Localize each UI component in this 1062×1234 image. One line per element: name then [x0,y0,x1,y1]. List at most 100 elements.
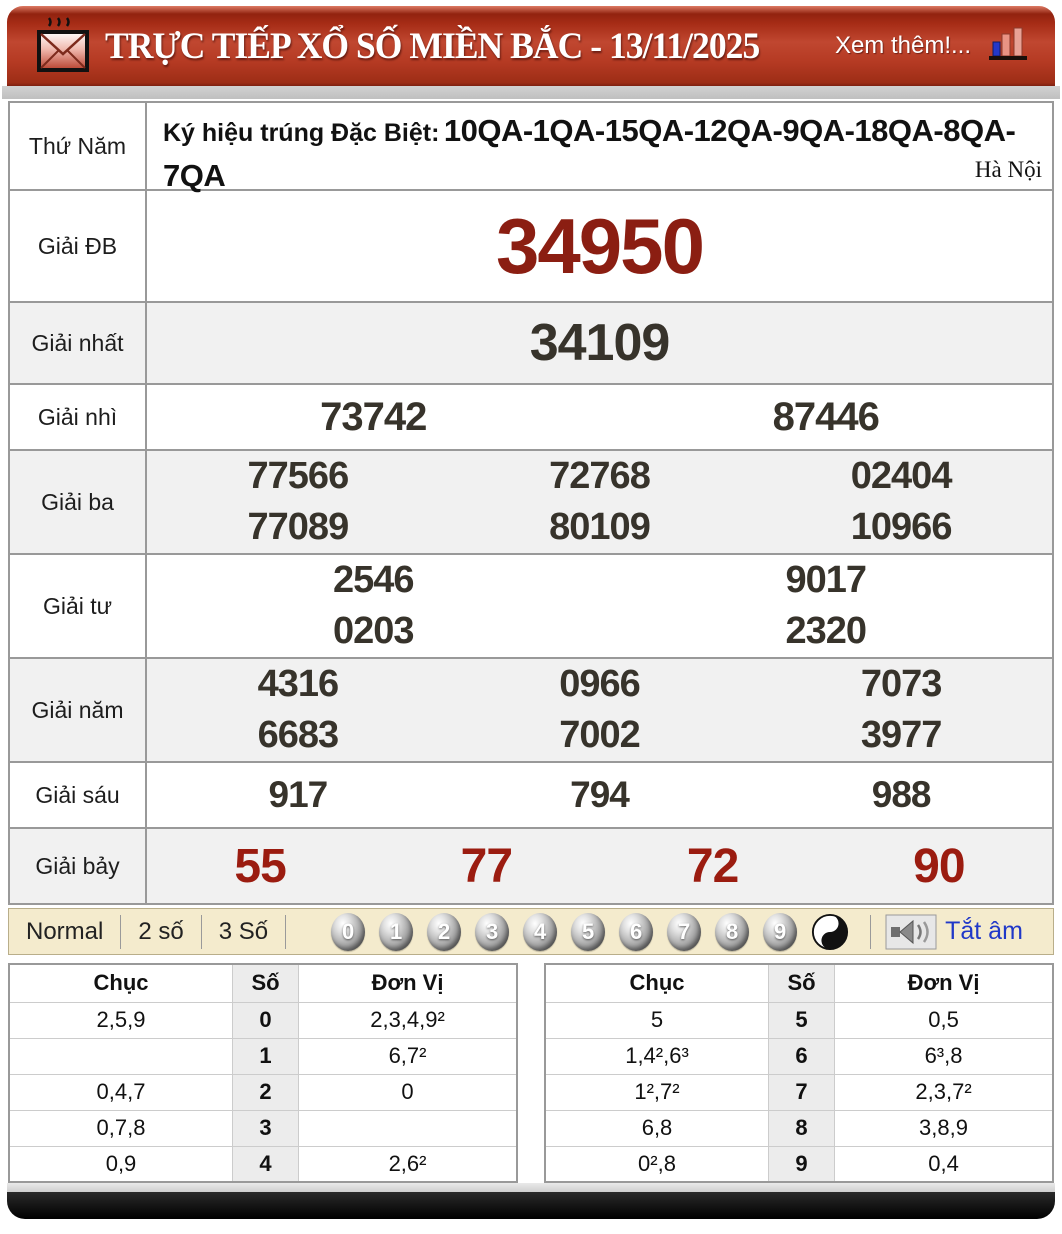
prize-label: Giải sáu [10,763,147,827]
prize-value: 9017 [785,559,867,601]
column-header-chuc: Chục [8,963,234,1003]
column-header-so: Số [768,963,836,1003]
table-row: 2,5,9 0 2,3,4,9² [8,1001,518,1039]
prize-label: Giải ĐB [10,191,147,301]
footer-black-bar [7,1192,1055,1219]
digit-ball-1[interactable]: 1 [379,912,414,951]
cell-donvi: 2,6² [298,1145,518,1183]
speaker-icon [885,914,937,949]
prize-label: Giải nhì [10,385,147,449]
stats-table-right: Chục Số Đơn Vị 5 5 0,5 1,4²,6³ 6 6³,8 1²… [544,963,1054,1183]
prize-row-fifth: Giải năm 4316 0966 7073 6683 7002 3977 [10,657,1052,761]
column-header-donvi: Đơn Vị [834,963,1054,1003]
prize-value: 34950 [496,201,705,290]
table-row: 0,4,7 2 0 [8,1073,518,1111]
digit-ball-group: 0 1 2 3 4 5 6 7 8 9 [324,912,856,951]
prize-value: 72768 [549,455,651,497]
digit-ball-6[interactable]: 6 [619,912,654,951]
footer-light-strip [7,1183,1055,1192]
cell-donvi: 6,7² [298,1037,518,1075]
digit-ball-8[interactable]: 8 [715,912,750,951]
table-row: 0²,8 9 0,4 [544,1145,1054,1183]
draw-info-row: Thứ Năm Ký hiệu trúng Đặc Biệt: 10QA-1QA… [10,103,1052,193]
cell-chuc: 0²,8 [544,1145,770,1183]
cell-so: 4 [232,1145,300,1183]
prize-value: 794 [570,774,630,815]
prize-label: Giải năm [10,659,147,761]
prize-label: Giải nhất [10,303,147,383]
prize-value: 77 [460,839,513,893]
symbol-codes: 10QA-1QA-15QA-12QA-9QA-18QA-8QA-7QA [163,113,1016,193]
mail-icon[interactable] [35,14,91,78]
mode-normal[interactable]: Normal [26,917,104,945]
cell-chuc: 2,5,9 [8,1001,234,1039]
prize-value: 90 [913,839,965,893]
digit-ball-7[interactable]: 7 [667,912,702,951]
draw-symbol-cell: Ký hiệu trúng Đặc Biệt: 10QA-1QA-15QA-12… [147,103,1052,193]
symbol-caption: Ký hiệu trúng Đặc Biệt: [163,119,440,147]
cell-chuc: 0,4,7 [8,1073,234,1111]
prize-row-special: Giải ĐB 34950 [10,189,1052,301]
prize-value: 02404 [850,455,953,497]
mute-button[interactable]: Tắt âm [885,914,1023,950]
prize-value: 2546 [332,559,415,601]
prize-row-first: Giải nhất 34109 [10,301,1052,383]
table-header-row: Chục Số Đơn Vị [544,963,1054,1003]
mode-3-digits[interactable]: 3 Số [218,917,269,945]
digit-ball-5[interactable]: 5 [571,912,606,951]
cell-so: 7 [768,1073,836,1111]
cell-donvi: 3,8,9 [834,1109,1054,1147]
separator [870,914,872,949]
display-toolbar: Normal 2 số 3 Số 0 1 2 3 4 5 6 7 8 9 [8,908,1054,955]
statistics-section: Chục Số Đơn Vị 2,5,9 0 2,3,4,9² 1 6,7² 0… [8,963,1054,1183]
results-table: Thứ Năm Ký hiệu trúng Đặc Biệt: 10QA-1QA… [8,101,1054,905]
prize-value: 77566 [247,455,350,497]
prize-label: Giải tư [10,555,147,657]
cell-so: 1 [232,1037,300,1075]
table-row: 1²,7² 7 2,3,7² [544,1073,1054,1111]
prize-value: 4316 [257,663,340,705]
prize-value: 72 [686,839,739,893]
stats-table-left: Chục Số Đơn Vị 2,5,9 0 2,3,4,9² 1 6,7² 0… [8,963,518,1183]
column-header-donvi: Đơn Vị [298,963,518,1003]
prize-row-seventh: Giải bảy 55 77 72 90 [10,827,1052,903]
cell-donvi: 2,3,4,9² [298,1001,518,1039]
cell-so: 2 [232,1073,300,1111]
prize-row-sixth: Giải sáu 917 794 988 [10,761,1052,827]
cell-so: 3 [232,1109,300,1147]
widget-footer [7,1183,1055,1219]
digit-ball-3[interactable]: 3 [475,912,510,951]
separator [285,914,287,949]
table-row: 6,8 8 3,8,9 [544,1109,1054,1147]
prize-value: 988 [871,774,932,815]
cell-donvi: 6³,8 [834,1037,1054,1075]
cell-so: 0 [232,1001,300,1039]
cell-chuc: 6,8 [544,1109,770,1147]
prize-value: 0203 [332,610,415,652]
cell-donvi: 0 [298,1073,518,1111]
prize-value: 3977 [860,714,943,756]
cell-chuc: 1,4²,6³ [544,1037,770,1075]
mode-2-digits[interactable]: 2 số [138,917,184,945]
table-row: 5 5 0,5 [544,1001,1054,1039]
table-row: 0,7,8 3 [8,1109,518,1147]
page-title: TRỰC TIẾP XỔ SỐ MIỀN BẮC - 13/11/2025 [105,25,760,67]
column-header-so: Số [232,963,300,1003]
cell-so: 9 [768,1145,836,1183]
bar-chart-icon[interactable] [985,22,1029,71]
cell-chuc [8,1037,234,1075]
prize-label: Giải ba [10,451,147,553]
prize-value: 7073 [860,663,943,705]
digit-ball-2[interactable]: 2 [427,912,462,951]
prize-value: 6683 [257,714,340,756]
digit-ball-0[interactable]: 0 [331,912,366,951]
digit-ball-4[interactable]: 4 [523,912,558,951]
prize-value: 55 [234,839,286,893]
prize-value: 34109 [529,314,671,372]
yin-yang-icon[interactable] [811,913,849,951]
separator [200,914,202,949]
prize-label: Giải bảy [10,829,147,903]
cell-donvi [298,1109,518,1147]
digit-ball-9[interactable]: 9 [763,912,798,951]
see-more-link[interactable]: Xem thêm!... [834,32,971,59]
